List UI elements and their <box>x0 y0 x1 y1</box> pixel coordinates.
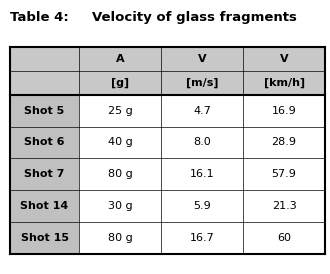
Text: A: A <box>116 54 124 64</box>
Text: 21.3: 21.3 <box>272 201 296 211</box>
Text: 80 g: 80 g <box>108 169 133 179</box>
Text: [g]: [g] <box>111 78 129 88</box>
Text: 8.0: 8.0 <box>193 138 211 147</box>
Text: [km/h]: [km/h] <box>264 78 305 88</box>
Text: Shot 7: Shot 7 <box>24 169 65 179</box>
Text: Shot 14: Shot 14 <box>20 201 69 211</box>
Text: Shot 5: Shot 5 <box>24 106 65 116</box>
Text: 28.9: 28.9 <box>272 138 297 147</box>
Text: 57.9: 57.9 <box>272 169 297 179</box>
Text: Velocity of glass fragments: Velocity of glass fragments <box>92 11 297 24</box>
Text: 5.9: 5.9 <box>193 201 211 211</box>
Text: 16.1: 16.1 <box>190 169 214 179</box>
Text: Shot 15: Shot 15 <box>20 233 69 243</box>
Text: 16.9: 16.9 <box>272 106 296 116</box>
Text: [m/s]: [m/s] <box>186 78 218 88</box>
Text: 40 g: 40 g <box>108 138 133 147</box>
Text: 80 g: 80 g <box>108 233 133 243</box>
Text: 16.7: 16.7 <box>190 233 214 243</box>
Text: V: V <box>198 54 207 64</box>
Text: 60: 60 <box>277 233 291 243</box>
Text: Table 4:: Table 4: <box>10 11 69 24</box>
Text: Shot 6: Shot 6 <box>24 138 65 147</box>
Text: 25 g: 25 g <box>108 106 133 116</box>
Text: 30 g: 30 g <box>108 201 133 211</box>
Text: V: V <box>280 54 288 64</box>
Text: 4.7: 4.7 <box>193 106 211 116</box>
